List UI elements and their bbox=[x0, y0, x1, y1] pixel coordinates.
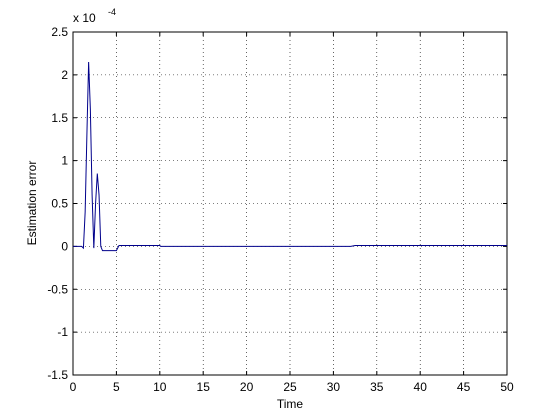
y-tick-label: -1 bbox=[57, 325, 68, 339]
x-tick-label: 40 bbox=[414, 380, 428, 394]
x-tick-label: 0 bbox=[70, 380, 77, 394]
x-tick-label: 20 bbox=[240, 380, 254, 394]
axes-box bbox=[72, 31, 508, 376]
y-tick-label: -1.5 bbox=[47, 368, 68, 382]
x-tick-label: 50 bbox=[500, 380, 514, 394]
y-tick-label: 2.5 bbox=[51, 25, 68, 39]
data-line bbox=[73, 61, 507, 252]
y-tick-label: 1 bbox=[61, 154, 68, 168]
x-tick-label: 10 bbox=[153, 380, 167, 394]
y-tick-label: 1.5 bbox=[51, 111, 68, 125]
y-multiplier: x 10 bbox=[73, 11, 96, 25]
x-tick-label: 25 bbox=[283, 380, 297, 394]
x-tick-label: 35 bbox=[370, 380, 384, 394]
y-multiplier-exponent: -4 bbox=[108, 7, 116, 17]
x-tick-label: 15 bbox=[197, 380, 211, 394]
y-tick-label: -0.5 bbox=[47, 282, 68, 296]
x-axis-label: Time bbox=[277, 397, 304, 411]
y-axis-label: Estimation error bbox=[25, 161, 39, 246]
x-tick-label: 45 bbox=[457, 380, 471, 394]
y-tick-label: 0 bbox=[61, 239, 68, 253]
y-tick-label: 2 bbox=[61, 68, 68, 82]
x-tick-label: 30 bbox=[327, 380, 341, 394]
y-tick-label: 0.5 bbox=[51, 197, 68, 211]
x-tick-label: 5 bbox=[113, 380, 120, 394]
